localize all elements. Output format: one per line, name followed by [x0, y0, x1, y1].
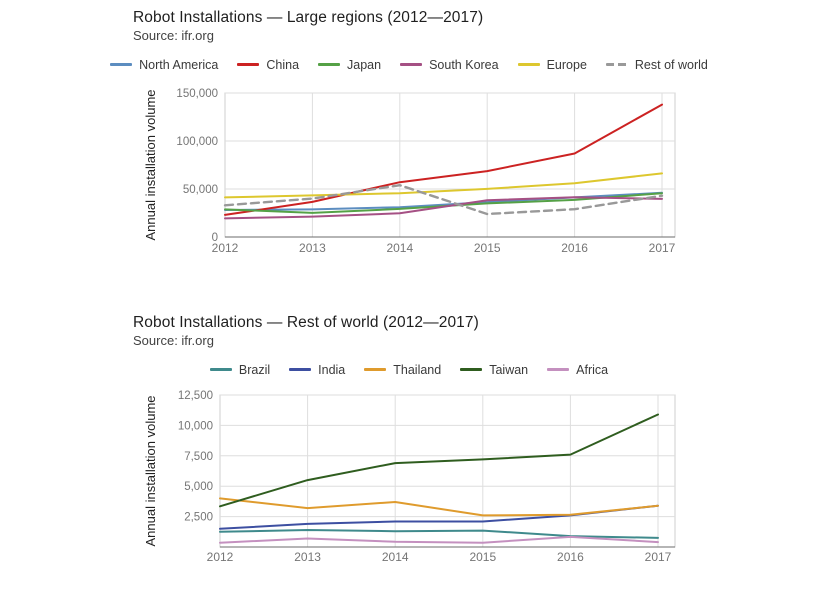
legend-swatch-africa — [547, 368, 570, 371]
line-chart-rest-of-world: 2,500 5,000 7,500 10,000 12,500 2012 2013 2014 2… — [143, 390, 676, 564]
legend-label: China — [266, 57, 300, 72]
legend-swatch-rest-of-world — [605, 63, 628, 66]
plot-border — [224, 92, 676, 238]
x-tick-label: 2017 — [645, 550, 672, 564]
legend-swatch-japan — [318, 63, 341, 66]
legend-item-brazil: Brazil — [209, 362, 271, 377]
x-tick-label: 2012 — [207, 550, 234, 564]
legend-swatch-india — [289, 368, 312, 371]
legend-label: Rest of world — [634, 57, 708, 72]
y-tick-label: 12,500 — [178, 390, 213, 402]
legend-label: North America — [139, 57, 219, 72]
legend-label: India — [318, 362, 346, 377]
series-line-rest-of-world — [223, 183, 664, 216]
series-line-thailand — [219, 497, 659, 517]
x-tick-label: 2014 — [382, 550, 409, 564]
legend-swatch-thailand — [364, 368, 387, 371]
y-tick-label: 100,000 — [176, 136, 218, 148]
y-axis-title: Annual installation volume — [143, 89, 158, 240]
legend-label: Brazil — [238, 362, 271, 377]
legend-item-taiwan: Taiwan — [460, 363, 528, 377]
series-line-africa — [219, 535, 659, 544]
series-line-europe — [224, 172, 663, 199]
y-axis-title: Annual installation volume — [143, 395, 158, 546]
legend-item-north-america: North America — [110, 58, 218, 72]
legend-swatch-china — [237, 63, 260, 66]
chart-block-large-regions: Robot Installations — Large regions (201… — [110, 8, 708, 271]
chart-block-rest-of-world: Robot Installations — Rest of world (201… — [133, 313, 685, 571]
x-tick-label: 2015 — [474, 241, 501, 255]
legend-label: Taiwan — [489, 362, 529, 377]
chart-source: Source: ifr.org — [133, 28, 214, 43]
legend-label: Thailand — [393, 362, 442, 377]
series-line-brazil — [219, 529, 659, 539]
legend-item-europe: Europe — [517, 57, 587, 72]
y-tick-label: 5,000 — [184, 481, 213, 493]
legend: North America China Japan South Korea Europe… — [110, 57, 708, 72]
y-tick-label: 10,000 — [178, 420, 213, 432]
y-tick-label: 2,500 — [184, 512, 213, 524]
x-tick-label: 2015 — [469, 550, 496, 564]
legend: Brazil India Thailand Taiwan Africa — [133, 362, 685, 377]
x-tick-label: 2016 — [557, 550, 584, 564]
chart-title: Robot Installations — Rest of world (201… — [133, 314, 479, 331]
y-tick-label: 0 — [212, 232, 218, 244]
chart-title: Robot Installations — Large regions (201… — [133, 9, 484, 26]
legend-swatch-europe — [517, 63, 540, 66]
legend-item-south-korea: South Korea — [400, 58, 499, 72]
x-tick-label: 2016 — [561, 241, 588, 255]
x-tick-label: 2017 — [649, 241, 676, 255]
legend-item-india: India — [289, 363, 345, 377]
series-line-china — [224, 103, 663, 216]
legend-swatch-taiwan — [460, 368, 483, 371]
legend-label: Japan — [347, 57, 382, 72]
legend-swatch-south-korea — [400, 63, 423, 66]
x-tick-label: 2014 — [386, 241, 413, 255]
y-tick-label: 50,000 — [183, 184, 218, 196]
y-tick-label: 7,500 — [184, 451, 213, 463]
legend-item-africa: Africa — [547, 363, 608, 377]
legend-item-japan: Japan — [318, 58, 381, 72]
legend-swatch-brazil — [209, 368, 232, 371]
legend-item-china: China — [237, 58, 299, 72]
legend-item-rest-of-world: Rest of world — [605, 57, 708, 72]
legend-label: Africa — [576, 362, 609, 377]
legend-swatch-north-america — [110, 63, 133, 66]
x-tick-label: 2013 — [294, 550, 321, 564]
series-line-south-korea — [224, 196, 663, 220]
legend-item-thailand: Thailand — [364, 363, 441, 377]
x-tick-label: 2012 — [212, 241, 239, 255]
legend-label: Europe — [546, 57, 587, 72]
y-tick-label: 150,000 — [176, 88, 218, 100]
series-line-taiwan — [219, 413, 659, 508]
chart-source: Source: ifr.org — [133, 333, 214, 348]
legend-label: South Korea — [429, 57, 499, 72]
line-chart-large-regions: 0 50,000 100,000 150,000 2012 2013 2014 2015 201… — [143, 88, 676, 255]
x-tick-label: 2013 — [299, 241, 326, 255]
